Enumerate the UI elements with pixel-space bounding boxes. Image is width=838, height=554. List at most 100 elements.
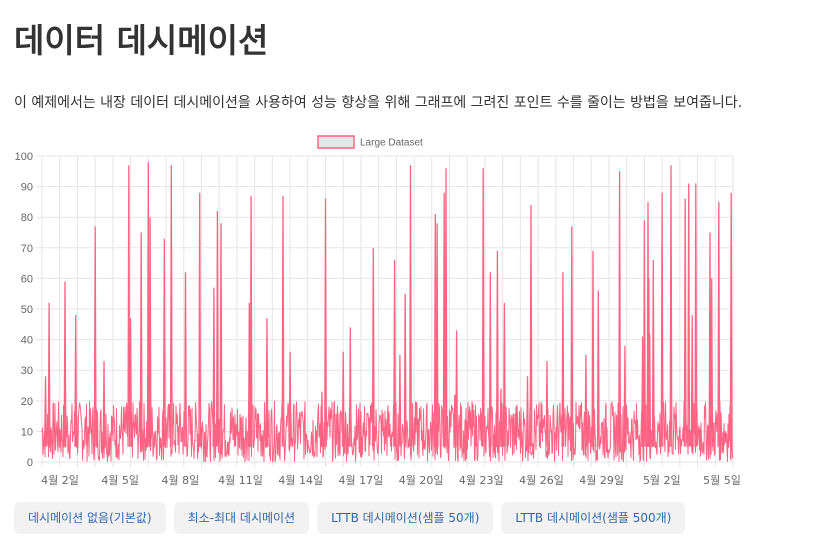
data-spike <box>526 376 529 447</box>
data-spike <box>488 272 492 447</box>
x-tick-label: 4월 26일 <box>519 473 564 487</box>
data-spike <box>618 171 622 447</box>
baseline-noise <box>41 400 734 463</box>
spike-layer <box>44 162 733 447</box>
data-spike <box>708 232 712 447</box>
data-spike <box>169 165 173 447</box>
data-spike <box>184 272 187 447</box>
data-spike <box>265 318 269 447</box>
data-spike <box>623 345 627 447</box>
data-spike <box>93 226 97 447</box>
data-spike <box>139 232 143 447</box>
data-spike <box>403 293 407 447</box>
data-spike <box>148 217 152 447</box>
data-spike <box>545 360 549 447</box>
data-spike <box>63 281 67 447</box>
data-spike <box>683 198 687 447</box>
data-spike <box>288 351 292 447</box>
data-spike <box>320 391 324 447</box>
x-tick-label: 5월 5일 <box>703 473 741 487</box>
legend-swatch <box>317 135 355 149</box>
data-spike <box>499 388 503 447</box>
data-spike <box>687 183 691 447</box>
data-spike <box>729 192 733 447</box>
data-spike <box>717 201 721 447</box>
x-tick-label: 4월 8일 <box>161 473 199 487</box>
data-spike <box>641 336 645 447</box>
y-tick-label: 20 <box>21 396 33 408</box>
data-spike <box>453 394 457 447</box>
data-spike <box>591 250 595 447</box>
page-description: 이 예제에서는 내장 데이터 데시메이션을 사용하여 성능 향상을 위해 그래프… <box>14 95 743 111</box>
data-spike <box>249 195 253 447</box>
baseline-series-line <box>41 400 734 463</box>
data-spike <box>495 250 499 447</box>
data-spike <box>435 223 439 447</box>
data-spike <box>281 195 285 447</box>
data-spike <box>371 247 375 447</box>
page-title: 데이터 데시메이션 <box>14 21 269 60</box>
data-spike <box>455 330 459 447</box>
y-tick-label: 90 <box>21 182 33 194</box>
y-tick-label: 70 <box>21 243 33 255</box>
data-spike <box>710 278 714 447</box>
data-spike <box>442 192 446 447</box>
data-spike <box>219 223 223 447</box>
data-spike <box>162 238 166 447</box>
data-spike <box>198 192 202 447</box>
x-tick-label: 4월 2일 <box>41 473 79 487</box>
data-spike <box>212 287 216 447</box>
x-tick-label: 4월 11일 <box>218 473 263 487</box>
data-spike <box>596 290 600 447</box>
data-spike <box>146 162 150 447</box>
data-spike <box>102 360 106 447</box>
x-tick-label: 4월 29일 <box>579 473 624 487</box>
x-tick-label: 4월 5일 <box>101 473 139 487</box>
x-tick-label: 5월 2일 <box>643 473 681 487</box>
legend-label: Large Dataset <box>360 138 423 149</box>
data-spike <box>398 354 402 447</box>
y-tick-label: 50 <box>21 304 33 316</box>
data-spike <box>584 354 588 447</box>
data-spike <box>129 318 133 447</box>
data-spike <box>648 333 652 447</box>
data-spike <box>127 165 131 447</box>
data-spike <box>660 192 664 447</box>
no-decimation-button[interactable]: 데시메이션 없음(기본값) <box>14 502 166 534</box>
data-spike <box>570 226 574 447</box>
line-chart: Large Dataset 0 10 20 30 40 50 60 70 80 90 100 4월 … <box>15 135 741 487</box>
y-tick-label: 100 <box>15 151 33 163</box>
x-axis: 4월 2일 4월 5일 4월 8일 4월 11일 4월 14일 4월 17일 4월 20일 4… <box>41 473 741 487</box>
data-spike <box>409 165 412 447</box>
data-spike <box>215 211 219 447</box>
data-spike <box>481 168 485 447</box>
x-tick-label: 4월 17일 <box>339 473 384 487</box>
x-tick-label: 4월 14일 <box>278 473 323 487</box>
y-tick-label: 30 <box>21 365 33 377</box>
chart-container: Large Dataset 0 10 20 30 40 50 60 70 80 90 100 4월 … <box>0 128 838 498</box>
data-spike <box>502 302 506 447</box>
data-spike <box>651 259 655 447</box>
data-spike <box>444 168 448 447</box>
data-spike <box>47 302 51 447</box>
lttb-500-button[interactable]: LTTB 데시메이션(샘플 500개) <box>501 502 686 534</box>
data-spike <box>341 351 345 447</box>
chart-legend[interactable]: Large Dataset <box>317 135 423 149</box>
lttb-50-button[interactable]: LTTB 데시메이션(샘플 50개) <box>317 502 494 534</box>
y-tick-label: 60 <box>21 273 33 285</box>
data-spike <box>348 327 352 447</box>
data-spike <box>642 220 646 447</box>
x-tick-label: 4월 20일 <box>399 473 444 487</box>
y-tick-label: 0 <box>27 457 33 469</box>
data-spike <box>690 315 694 447</box>
min-max-decimation-button[interactable]: 최소-최대 데시메이션 <box>173 502 310 534</box>
button-row: 데시메이션 없음(기본값) 최소-최대 데시메이션 LTTB 데시메이션(샘플 … <box>14 502 686 534</box>
y-axis: 0 10 20 30 40 50 60 70 80 90 100 <box>15 151 33 469</box>
data-spike <box>74 315 78 447</box>
y-tick-label: 10 <box>21 426 33 438</box>
data-spike <box>694 183 698 447</box>
y-tick-label: 80 <box>21 212 33 224</box>
data-spike <box>433 214 437 447</box>
y-tick-label: 40 <box>21 335 33 347</box>
data-spike <box>44 376 47 447</box>
